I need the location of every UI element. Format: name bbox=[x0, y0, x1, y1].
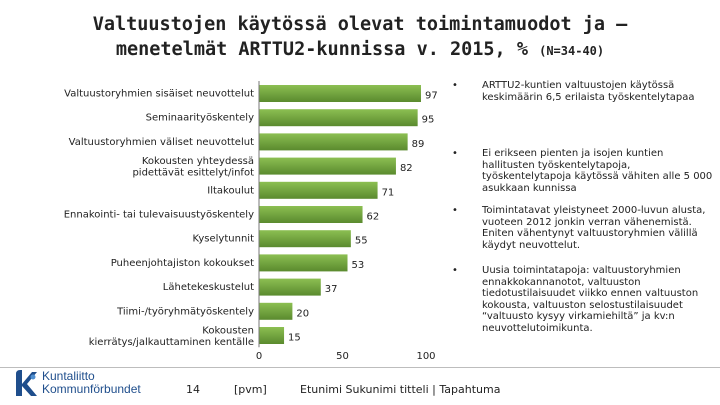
category-label: Kokousten yhteydessä pidettävät esittelyt… bbox=[132, 156, 254, 179]
kuntaliitto-logo: Kuntaliitto Kommunförbundet bbox=[14, 366, 174, 402]
bar bbox=[259, 133, 408, 151]
category-label: Ennakointi- tai tulevaisuustyöskentely bbox=[64, 210, 254, 221]
summary-bullets: ARTTU2-kuntien valtuustojen käytössä kes… bbox=[452, 80, 714, 345]
brand-line-1: Kuntaliitto bbox=[42, 369, 95, 383]
bar bbox=[259, 302, 293, 320]
title-line-2-text: menetelmät ARTTU2-kunnissa v. 2015, % bbox=[115, 39, 528, 60]
bullet-item: Uusia toimintatapoja: valtuustoryhmien e… bbox=[452, 265, 714, 334]
value-label: 55 bbox=[355, 236, 368, 247]
bar bbox=[259, 278, 321, 296]
category-label: Kyselytunnit bbox=[193, 234, 255, 245]
title-line-2: menetelmät ARTTU2-kunnissa v. 2015, % (N… bbox=[0, 37, 720, 64]
category-label: Iltakoulut bbox=[207, 185, 254, 196]
value-label: 15 bbox=[288, 333, 301, 344]
value-label: 62 bbox=[367, 212, 380, 223]
date-placeholder: [pvm] bbox=[234, 383, 267, 396]
brand-name: Kuntaliitto Kommunförbundet bbox=[42, 370, 141, 396]
value-label: 53 bbox=[352, 260, 365, 271]
footer-divider bbox=[0, 367, 720, 368]
x-tick-label: 100 bbox=[416, 351, 435, 362]
value-label: 20 bbox=[296, 308, 309, 319]
category-label: Valtuustoryhmien väliset neuvottelut bbox=[69, 137, 254, 148]
category-label: Tiimi-/työryhmätyöskentely bbox=[116, 306, 254, 317]
value-label: 95 bbox=[422, 115, 435, 126]
bullet-item: Ei erikseen pienten ja isojen kuntien ha… bbox=[452, 148, 714, 194]
bar bbox=[259, 109, 418, 127]
value-label: 89 bbox=[412, 139, 425, 150]
page-title: Valtuustojen käytössä olevat toimintamuo… bbox=[0, 12, 720, 64]
brand-line-2: Kommunförbundet bbox=[42, 382, 141, 396]
category-label: Kokousten kierrätys/jalkauttaminen kentäl… bbox=[89, 326, 254, 349]
bar bbox=[259, 327, 285, 344]
category-labels: Valtuustoryhmien sisäiset neuvottelut Sem… bbox=[64, 89, 254, 349]
bars-group bbox=[259, 85, 421, 344]
bar bbox=[259, 181, 378, 199]
category-label: Puheenjohtajiston kokoukset bbox=[111, 258, 254, 269]
x-tick-label: 50 bbox=[336, 351, 349, 362]
bar bbox=[259, 85, 421, 102]
bar bbox=[259, 157, 396, 175]
category-label: Seminaarityöskentely bbox=[146, 113, 254, 124]
x-tick-label: 0 bbox=[256, 351, 262, 362]
x-axis: 0 50 100 bbox=[256, 81, 436, 362]
author-event-line: Etunimi Sukunimi titteli | Tapahtuma bbox=[300, 383, 501, 396]
category-label: Lähetekeskustelut bbox=[163, 282, 254, 293]
category-label: Valtuustoryhmien sisäiset neuvottelut bbox=[64, 89, 254, 100]
title-line-1: Valtuustojen käytössä olevat toimintamuo… bbox=[92, 14, 628, 35]
value-label: 71 bbox=[382, 187, 395, 198]
bullet-item: ARTTU2-kuntien valtuustojen käytössä kes… bbox=[452, 80, 714, 103]
value-label: 37 bbox=[325, 284, 338, 295]
sample-size-note: (N=34-40) bbox=[539, 44, 605, 58]
bar bbox=[259, 206, 363, 223]
bar bbox=[259, 230, 351, 248]
bullet-item: Toimintatavat yleistyneet 2000-luvun alu… bbox=[452, 205, 714, 251]
page-number: 14 bbox=[186, 383, 200, 396]
value-labels: 97 95 89 82 71 62 55 53 37 20 15 bbox=[288, 91, 438, 344]
kuntaliitto-logo-icon bbox=[16, 370, 37, 396]
bar bbox=[259, 254, 348, 272]
value-label: 97 bbox=[425, 91, 438, 102]
bar-chart: Valtuustoryhmien sisäiset neuvottelut Sem… bbox=[64, 81, 438, 362]
value-label: 82 bbox=[400, 163, 413, 174]
